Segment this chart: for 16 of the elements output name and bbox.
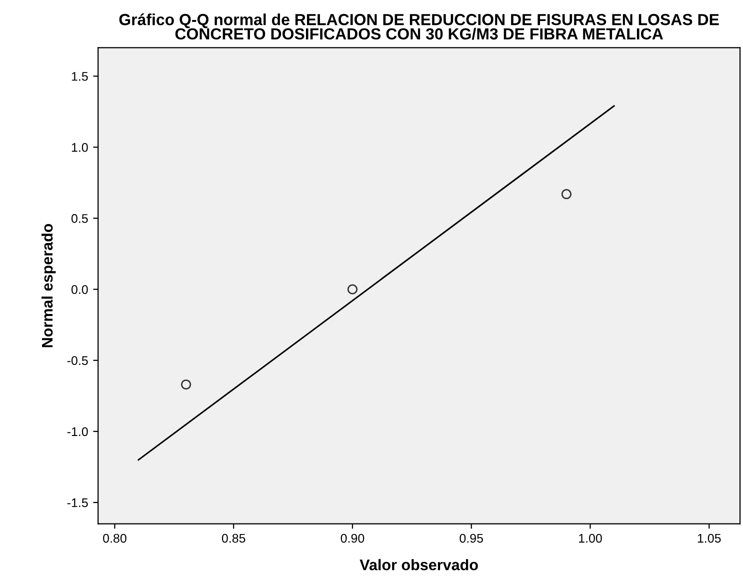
y-tick-label: 1.5 xyxy=(72,72,88,81)
y-tick-label: -1.0 xyxy=(67,427,88,436)
x-tick-label: 1.00 xyxy=(579,534,602,543)
chart-title: Gráfico Q-Q normal de RELACION DE REDUCCION DE FISURAS EN LOSAS DE CONCRETO DOSIFICADOS CON 30 KG/M3 DE FIBRA METALICA xyxy=(119,13,719,40)
x-tick-label: 1.05 xyxy=(698,534,721,543)
x-tick-label: 0.90 xyxy=(340,534,364,543)
x-tick-label: 0.80 xyxy=(103,534,126,543)
y-tick-label: 1.0 xyxy=(72,143,88,152)
y-tick-label: -1.5 xyxy=(67,498,88,508)
y-tick-label: 0.5 xyxy=(71,214,88,223)
x-axis-title: Valor observado xyxy=(360,559,478,570)
x-tick-label: 0.85 xyxy=(222,534,246,543)
y-tick-label: -0.5 xyxy=(67,356,88,366)
y-axis-title: Normal esperado xyxy=(41,224,56,348)
x-tick-label: 0.95 xyxy=(460,534,483,543)
y-tick-label: 0.0 xyxy=(71,285,88,294)
